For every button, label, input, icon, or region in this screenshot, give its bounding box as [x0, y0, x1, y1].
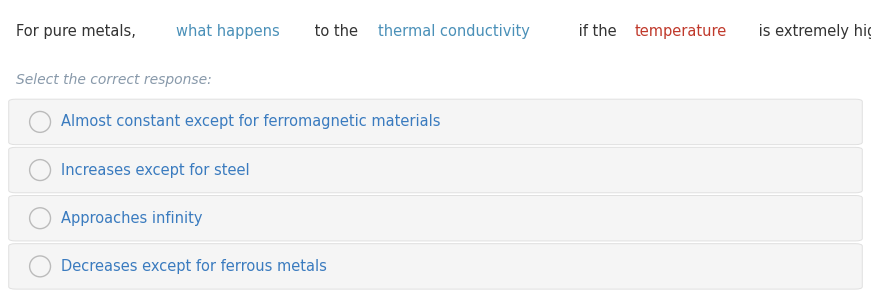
Text: Decreases except for ferrous metals: Decreases except for ferrous metals: [61, 259, 327, 274]
Text: thermal conductivity: thermal conductivity: [378, 24, 530, 39]
Text: what happens: what happens: [176, 24, 280, 39]
FancyBboxPatch shape: [9, 196, 862, 241]
FancyBboxPatch shape: [9, 147, 862, 193]
Text: Almost constant except for ferromagnetic materials: Almost constant except for ferromagnetic…: [61, 114, 441, 129]
Text: For pure metals,: For pure metals,: [16, 24, 140, 39]
Text: if the: if the: [574, 24, 621, 39]
Text: Increases except for steel: Increases except for steel: [61, 163, 250, 178]
FancyBboxPatch shape: [9, 244, 862, 289]
FancyBboxPatch shape: [9, 99, 862, 145]
Text: is extremely high?: is extremely high?: [754, 24, 871, 39]
Text: temperature: temperature: [635, 24, 727, 39]
Text: to the: to the: [310, 24, 363, 39]
Text: Approaches infinity: Approaches infinity: [61, 211, 202, 226]
Text: Select the correct response:: Select the correct response:: [16, 73, 212, 87]
